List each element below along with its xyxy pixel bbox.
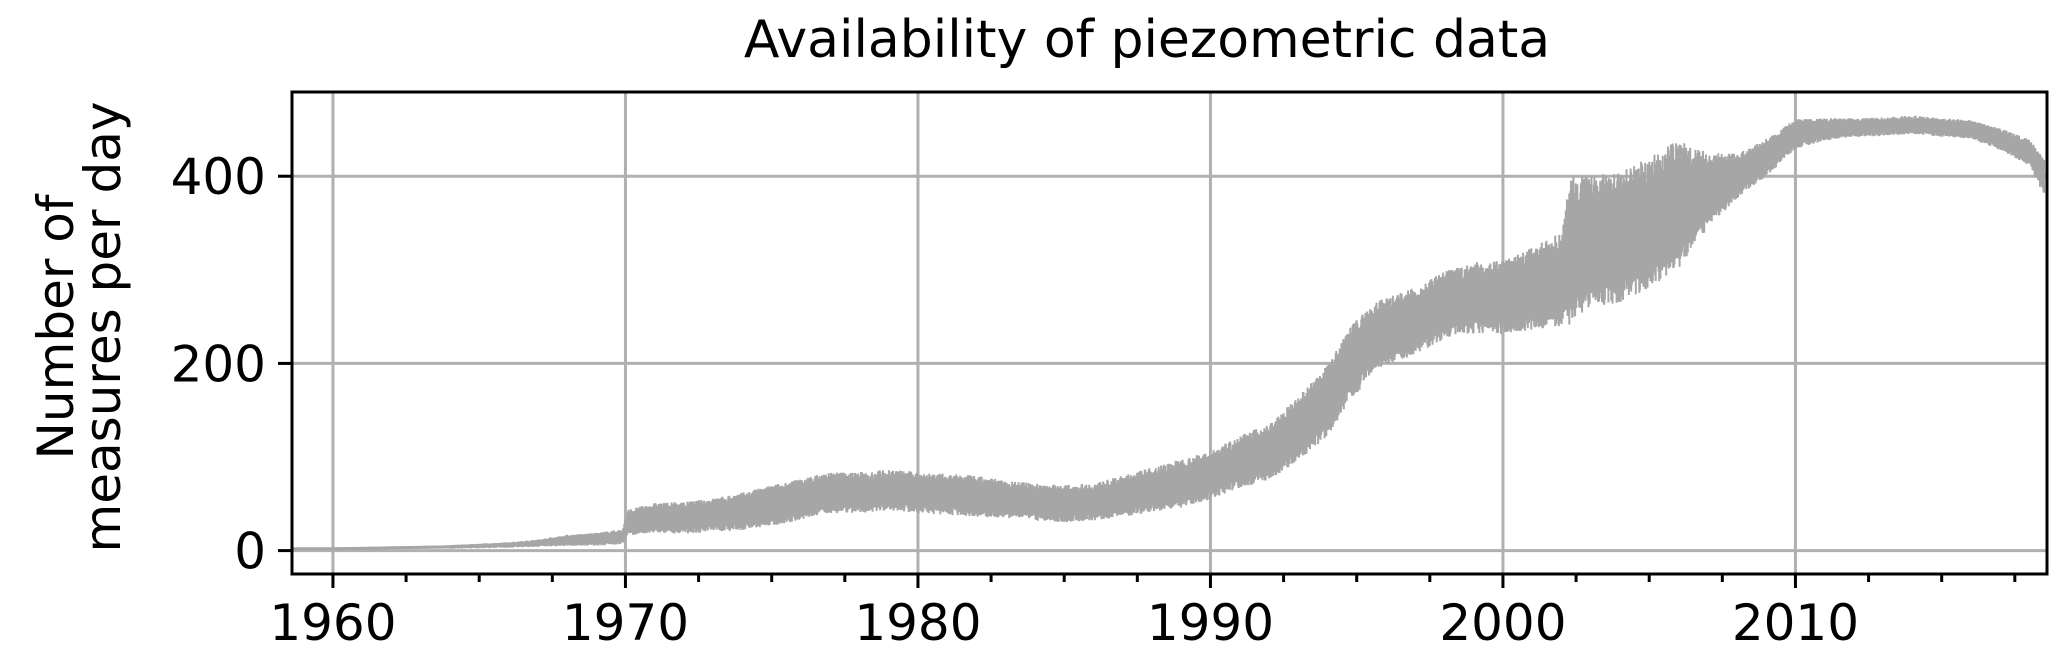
axes-frame: [290, 90, 2049, 576]
x-tick-label: 1990: [1147, 594, 1274, 652]
chart-title: Availability of piezometric data: [744, 10, 1550, 70]
x-tick-label: 2000: [1439, 594, 1566, 652]
data-line: [292, 123, 2046, 551]
y-tick-label: 200: [171, 335, 266, 393]
axes: [278, 90, 2049, 588]
y-tick-label: 400: [171, 148, 266, 206]
x-tick-label: 2010: [1732, 594, 1859, 652]
tick-labels: 1960 1970 1980 1990 2000 2010 0 200 400: [171, 148, 1860, 652]
x-tick-label: 1980: [854, 594, 981, 652]
y-axis-label-line-1: Number of: [27, 193, 85, 459]
data-series: [292, 115, 2046, 551]
x-tick-label: 1970: [562, 594, 689, 652]
plot-area: [292, 115, 2046, 551]
data-band: [292, 115, 2046, 550]
y-tick-label: 0: [234, 523, 266, 581]
x-tick-label: 1960: [269, 594, 396, 652]
y-axis-label-line-2: measures per day: [74, 102, 132, 553]
y-axis-label: Number of measures per day: [27, 102, 132, 553]
